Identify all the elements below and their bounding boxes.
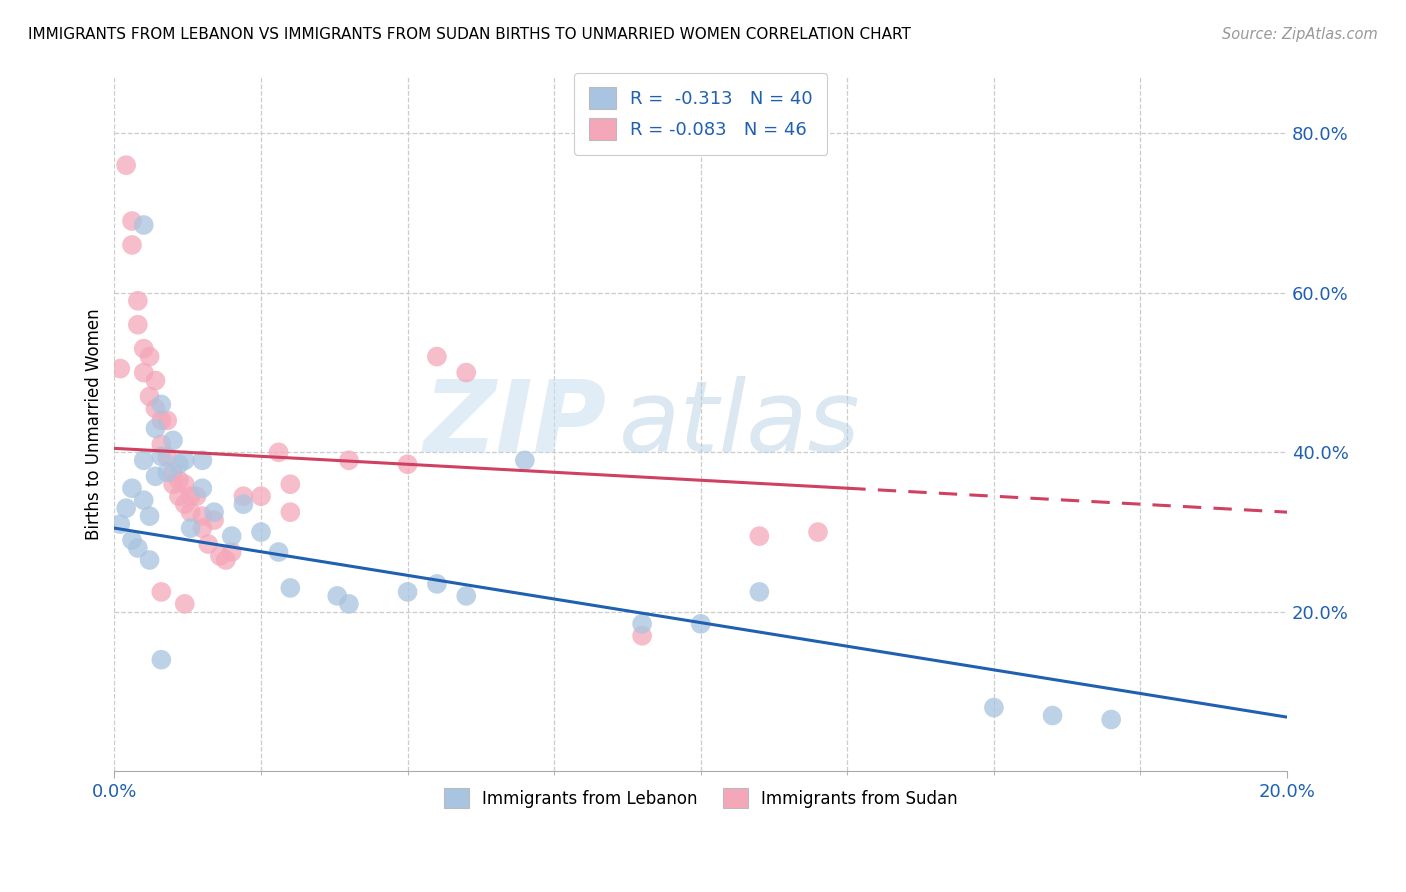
Point	[202, 513, 225, 527]
Point	[180, 489, 202, 503]
Point	[162, 465, 184, 479]
Point	[110, 361, 132, 376]
Point	[513, 453, 536, 467]
Point	[191, 453, 214, 467]
Point	[145, 401, 167, 416]
Point	[132, 453, 155, 467]
Point	[156, 465, 179, 479]
Point	[215, 553, 238, 567]
Point	[326, 589, 349, 603]
Point	[748, 585, 770, 599]
Point	[1042, 708, 1064, 723]
Point	[337, 453, 360, 467]
Point	[115, 501, 138, 516]
Point	[150, 413, 173, 427]
Point	[191, 521, 214, 535]
Point	[145, 374, 167, 388]
Point	[232, 489, 254, 503]
Point	[180, 505, 202, 519]
Text: atlas: atlas	[619, 376, 860, 473]
Point	[748, 529, 770, 543]
Point	[138, 389, 160, 403]
Point	[278, 505, 301, 519]
Point	[156, 450, 179, 464]
Point	[426, 350, 449, 364]
Point	[337, 597, 360, 611]
Text: ZIP: ZIP	[425, 376, 607, 473]
Text: Source: ZipAtlas.com: Source: ZipAtlas.com	[1222, 27, 1378, 42]
Point	[162, 434, 184, 448]
Point	[456, 366, 478, 380]
Point	[983, 700, 1005, 714]
Point	[173, 497, 195, 511]
Point	[202, 505, 225, 519]
Point	[807, 525, 830, 540]
Point	[115, 158, 138, 172]
Point	[191, 481, 214, 495]
Point	[127, 293, 149, 308]
Point	[167, 489, 190, 503]
Point	[127, 318, 149, 332]
Point	[278, 477, 301, 491]
Point	[396, 458, 419, 472]
Legend: Immigrants from Lebanon, Immigrants from Sudan: Immigrants from Lebanon, Immigrants from…	[437, 781, 965, 815]
Point	[173, 597, 195, 611]
Point	[221, 545, 243, 559]
Point	[267, 445, 290, 459]
Point	[186, 489, 208, 503]
Point	[132, 366, 155, 380]
Point	[250, 489, 273, 503]
Point	[121, 214, 143, 228]
Point	[132, 218, 155, 232]
Point	[162, 477, 184, 491]
Point	[191, 509, 214, 524]
Point	[232, 497, 254, 511]
Point	[426, 577, 449, 591]
Point	[1099, 713, 1122, 727]
Point	[121, 533, 143, 547]
Point	[145, 469, 167, 483]
Point	[132, 493, 155, 508]
Point	[127, 541, 149, 555]
Text: IMMIGRANTS FROM LEBANON VS IMMIGRANTS FROM SUDAN BIRTHS TO UNMARRIED WOMEN CORRE: IMMIGRANTS FROM LEBANON VS IMMIGRANTS FR…	[28, 27, 911, 42]
Point	[156, 413, 179, 427]
Point	[150, 653, 173, 667]
Point	[145, 421, 167, 435]
Point	[173, 453, 195, 467]
Point	[138, 350, 160, 364]
Point	[456, 589, 478, 603]
Point	[396, 585, 419, 599]
Point	[150, 450, 173, 464]
Point	[631, 616, 654, 631]
Point	[250, 525, 273, 540]
Point	[121, 238, 143, 252]
Point	[132, 342, 155, 356]
Y-axis label: Births to Unmarried Women: Births to Unmarried Women	[86, 309, 103, 541]
Point	[197, 537, 219, 551]
Point	[278, 581, 301, 595]
Point	[138, 553, 160, 567]
Point	[167, 458, 190, 472]
Point	[167, 473, 190, 487]
Point	[110, 517, 132, 532]
Point	[689, 616, 711, 631]
Point	[150, 585, 173, 599]
Point	[267, 545, 290, 559]
Point	[631, 629, 654, 643]
Point	[180, 521, 202, 535]
Point	[150, 397, 173, 411]
Point	[138, 509, 160, 524]
Point	[208, 549, 231, 563]
Point	[221, 529, 243, 543]
Point	[173, 477, 195, 491]
Point	[121, 481, 143, 495]
Point	[150, 437, 173, 451]
